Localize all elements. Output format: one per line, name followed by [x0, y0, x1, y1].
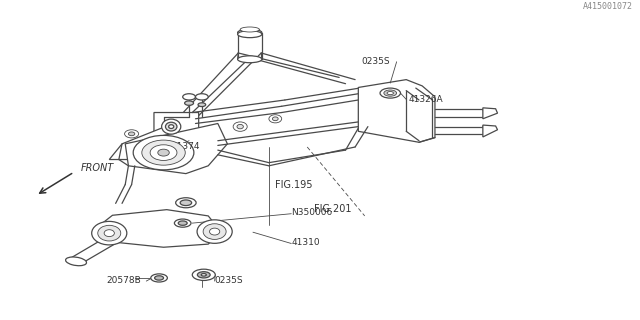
Polygon shape	[125, 124, 227, 174]
Circle shape	[174, 219, 191, 227]
Ellipse shape	[104, 230, 115, 236]
Ellipse shape	[237, 31, 262, 38]
Ellipse shape	[233, 122, 247, 131]
Ellipse shape	[240, 27, 259, 32]
Ellipse shape	[166, 122, 177, 131]
Polygon shape	[483, 108, 497, 119]
Text: A415001072: A415001072	[583, 2, 633, 11]
Ellipse shape	[209, 228, 220, 235]
Circle shape	[151, 274, 168, 282]
Text: 41374: 41374	[172, 142, 200, 151]
Text: N350006: N350006	[291, 208, 333, 217]
Ellipse shape	[169, 125, 173, 129]
Ellipse shape	[65, 257, 86, 266]
Circle shape	[192, 269, 215, 280]
Ellipse shape	[203, 224, 226, 239]
Circle shape	[197, 272, 210, 278]
Polygon shape	[154, 113, 198, 150]
Ellipse shape	[197, 220, 232, 243]
Ellipse shape	[150, 145, 177, 160]
Text: 20578B: 20578B	[106, 276, 141, 285]
Ellipse shape	[142, 140, 185, 165]
Circle shape	[195, 94, 208, 100]
Circle shape	[175, 198, 196, 208]
Polygon shape	[109, 124, 176, 159]
Ellipse shape	[158, 149, 170, 156]
Ellipse shape	[237, 56, 262, 63]
Circle shape	[178, 221, 187, 225]
Circle shape	[180, 200, 191, 205]
Text: FIG.195: FIG.195	[275, 180, 313, 189]
Polygon shape	[358, 80, 435, 142]
Polygon shape	[483, 125, 497, 137]
Ellipse shape	[380, 88, 401, 98]
Circle shape	[201, 274, 206, 276]
Ellipse shape	[162, 119, 180, 134]
Circle shape	[184, 101, 193, 105]
Ellipse shape	[92, 221, 127, 245]
Ellipse shape	[133, 135, 194, 170]
Text: 41310: 41310	[291, 238, 320, 247]
Circle shape	[182, 94, 195, 100]
Ellipse shape	[98, 225, 121, 241]
Text: FRONT: FRONT	[81, 163, 114, 173]
Ellipse shape	[129, 132, 135, 136]
Ellipse shape	[273, 117, 278, 121]
Circle shape	[155, 276, 164, 280]
Ellipse shape	[384, 90, 397, 96]
Ellipse shape	[125, 130, 139, 138]
Circle shape	[198, 103, 205, 107]
Ellipse shape	[269, 115, 282, 123]
Text: FIG.201: FIG.201	[314, 204, 351, 214]
Text: 0235S: 0235S	[214, 276, 243, 285]
Text: 41326A: 41326A	[408, 95, 443, 104]
Ellipse shape	[237, 124, 243, 129]
Text: 0235S: 0235S	[362, 57, 390, 66]
Ellipse shape	[387, 92, 394, 95]
Polygon shape	[100, 210, 221, 247]
Ellipse shape	[237, 29, 262, 36]
